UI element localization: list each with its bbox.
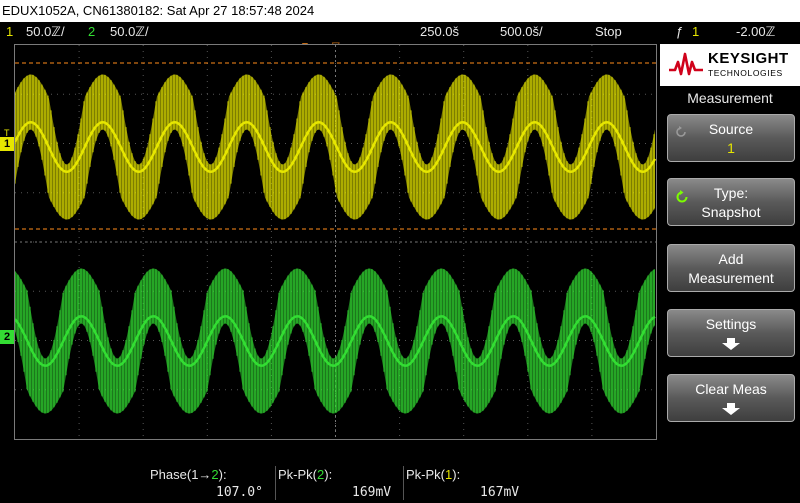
measurement-bar: Phase(1→2): 107.0° Pk-Pk(2): 169mV Pk-Pk… bbox=[0, 463, 660, 503]
waveform-canvas bbox=[15, 45, 656, 439]
measurement-divider bbox=[403, 466, 404, 500]
ch2-number[interactable]: 2 bbox=[88, 24, 96, 39]
clear-meas-softkey[interactable]: Clear Meas bbox=[667, 374, 795, 422]
time-scale[interactable]: 500.0š/ bbox=[500, 24, 543, 39]
keysight-wave-icon bbox=[669, 52, 703, 76]
brand-subname: TECHNOLOGIES bbox=[708, 68, 783, 78]
ch1-waveform-trace bbox=[15, 121, 656, 173]
status-bar: 1 50.0ℤ/ 2 50.0ℤ/ 250.0š 500.0š/ Stop ƒ … bbox=[0, 22, 800, 42]
measurement-pkpk-ch1[interactable]: Pk-Pk(1): 167mV bbox=[406, 463, 531, 503]
rotate-knob-icon bbox=[676, 190, 688, 203]
measurement-pkpk-ch2[interactable]: Pk-Pk(2): 169mV bbox=[278, 463, 403, 503]
measurement-value: 167mV bbox=[480, 485, 520, 500]
ch2-waveform-trace bbox=[15, 315, 656, 367]
add-label: Add bbox=[718, 251, 744, 267]
measurement-value: 107.0° bbox=[216, 485, 263, 500]
type-label: Type: bbox=[713, 185, 749, 201]
rotate-knob-icon bbox=[676, 126, 686, 137]
ch2-ground-marker[interactable]: 2 bbox=[0, 330, 14, 344]
clear-meas-label: Clear Meas bbox=[695, 381, 767, 397]
add-measurement-softkey[interactable]: Add Measurement bbox=[667, 244, 795, 292]
source-softkey[interactable]: Source 1 bbox=[667, 114, 795, 162]
menu-title: Measurement bbox=[687, 90, 773, 106]
type-value: Snapshot bbox=[701, 204, 761, 220]
measurement-divider bbox=[275, 466, 276, 500]
measurement-name: Pk-Pk(1): bbox=[406, 467, 461, 482]
settings-label: Settings bbox=[705, 316, 757, 332]
run-state[interactable]: Stop bbox=[595, 24, 622, 39]
add-value: Measurement bbox=[688, 270, 774, 286]
ch1-ground-marker[interactable]: 1 bbox=[0, 137, 14, 151]
brand-logo: KEYSIGHT TECHNOLOGIES bbox=[660, 44, 800, 86]
ch1-scale[interactable]: 50.0ℤ/ bbox=[26, 24, 65, 39]
type-softkey[interactable]: Type: Snapshot bbox=[667, 178, 795, 226]
submenu-arrow-icon bbox=[722, 403, 740, 415]
source-label: Source bbox=[708, 121, 754, 137]
trigger-edge-icon: ƒ bbox=[676, 24, 684, 39]
trigger-level[interactable]: -2.00ℤ bbox=[736, 24, 776, 39]
settings-softkey[interactable]: Settings bbox=[667, 309, 795, 357]
submenu-arrow-icon bbox=[722, 338, 740, 350]
title-text: EDUX1052A, CN61380182: Sat Apr 27 18:57:… bbox=[2, 3, 315, 18]
waveform-display[interactable] bbox=[14, 44, 657, 440]
source-value: 1 bbox=[727, 140, 735, 156]
measurement-name: Phase(1→2): bbox=[150, 467, 227, 482]
brand-name: KEYSIGHT bbox=[708, 50, 789, 67]
measurement-name: Pk-Pk(2): bbox=[278, 467, 333, 482]
trigger-level-marker[interactable]: T bbox=[4, 128, 10, 138]
ch2-waveform-carrier bbox=[15, 268, 655, 414]
ch1-number[interactable]: 1 bbox=[6, 24, 14, 39]
trigger-channel[interactable]: 1 bbox=[692, 24, 700, 39]
measurement-value: 169mV bbox=[352, 485, 392, 500]
softkey-panel: KEYSIGHT TECHNOLOGIES Measurement Source… bbox=[660, 44, 800, 503]
time-delay[interactable]: 250.0š bbox=[420, 24, 460, 39]
title-bar: EDUX1052A, CN61380182: Sat Apr 27 18:57:… bbox=[0, 0, 800, 22]
ch2-scale[interactable]: 50.0ℤ/ bbox=[110, 24, 149, 39]
measurement-phase[interactable]: Phase(1→2): 107.0° bbox=[150, 463, 275, 503]
